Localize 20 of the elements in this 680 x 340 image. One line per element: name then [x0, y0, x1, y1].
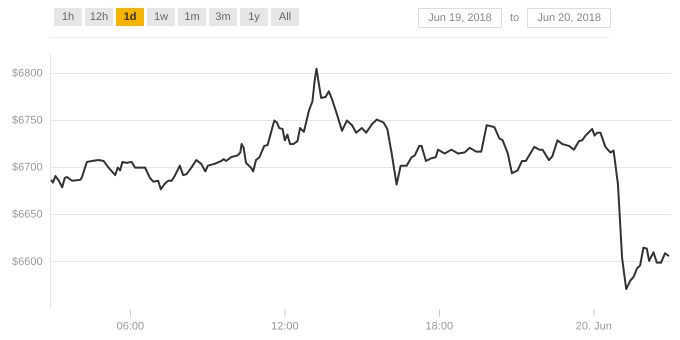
text: 1m: [178, 8, 206, 26]
text: 1d: [116, 8, 144, 26]
text: 1h: [54, 8, 82, 26]
text: Jun 19, 2018: [418, 8, 502, 28]
y-tick-label: $6750: [12, 114, 43, 127]
text: to: [509, 12, 520, 24]
text: 3m: [209, 8, 237, 26]
text: All: [271, 8, 299, 26]
text: Jun 20, 2018: [527, 8, 612, 28]
text: 1w: [147, 8, 175, 26]
x-tick-label: 06:00: [116, 320, 144, 332]
y-tick-label: $6650: [12, 208, 43, 221]
x-tick-label: 20. Jun: [576, 320, 612, 332]
y-tick-label: $6700: [12, 162, 43, 174]
x-tick-label: 12:00: [271, 320, 299, 332]
text: 12h: [85, 8, 113, 26]
x-tick-label: 18:00: [426, 320, 454, 332]
y-tick-label: $6800: [12, 67, 43, 80]
text: 1y: [240, 8, 268, 26]
y-tick-label: $6600: [12, 256, 43, 268]
